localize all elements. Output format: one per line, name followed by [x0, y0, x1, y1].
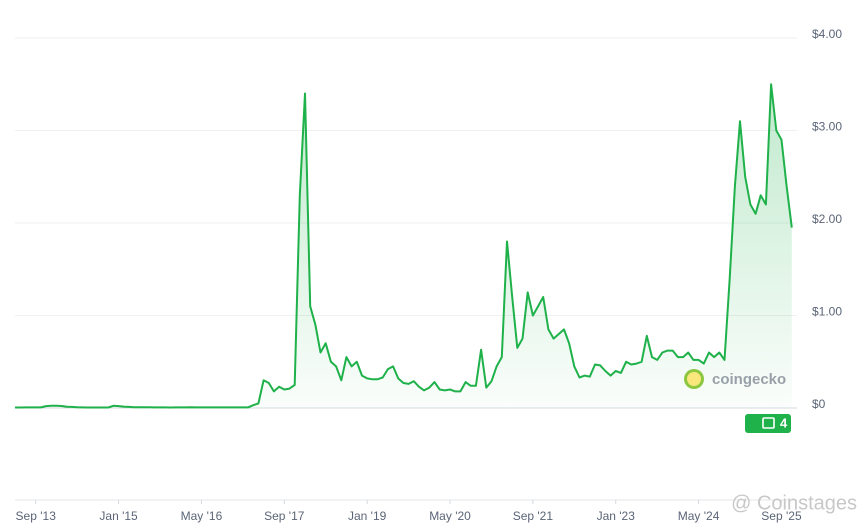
y-tick-label: $0 — [812, 397, 826, 411]
x-tick-label: Jan '15 — [99, 509, 138, 523]
y-tick-label: $4.00 — [812, 27, 842, 41]
price-line — [15, 83, 793, 409]
x-tick-label: Jan '19 — [348, 509, 387, 523]
x-tick-label: Sep '13 — [16, 509, 57, 523]
badge-count[interactable]: 4 — [780, 415, 788, 430]
y-tick-label: $1.00 — [812, 305, 842, 319]
x-tick-label: Sep '17 — [264, 509, 305, 523]
x-tick-label: Sep '25 — [761, 509, 802, 523]
watermark-logo — [684, 369, 704, 389]
area — [15, 84, 792, 409]
x-tick-label: Jan '23 — [597, 509, 636, 523]
badge[interactable]: 4 — [745, 414, 791, 433]
x-tick-label: May '20 — [429, 509, 471, 523]
x-tick-label: Sep '21 — [513, 509, 554, 523]
watermark: coingecko — [712, 371, 786, 388]
y-tick-label: $2.00 — [812, 212, 842, 226]
x-tick-label: May '24 — [678, 509, 720, 523]
credit-watermark: @ Coinstages — [731, 492, 857, 514]
x-tick-label: May '16 — [181, 509, 223, 523]
y-tick-label: $3.00 — [812, 120, 842, 134]
